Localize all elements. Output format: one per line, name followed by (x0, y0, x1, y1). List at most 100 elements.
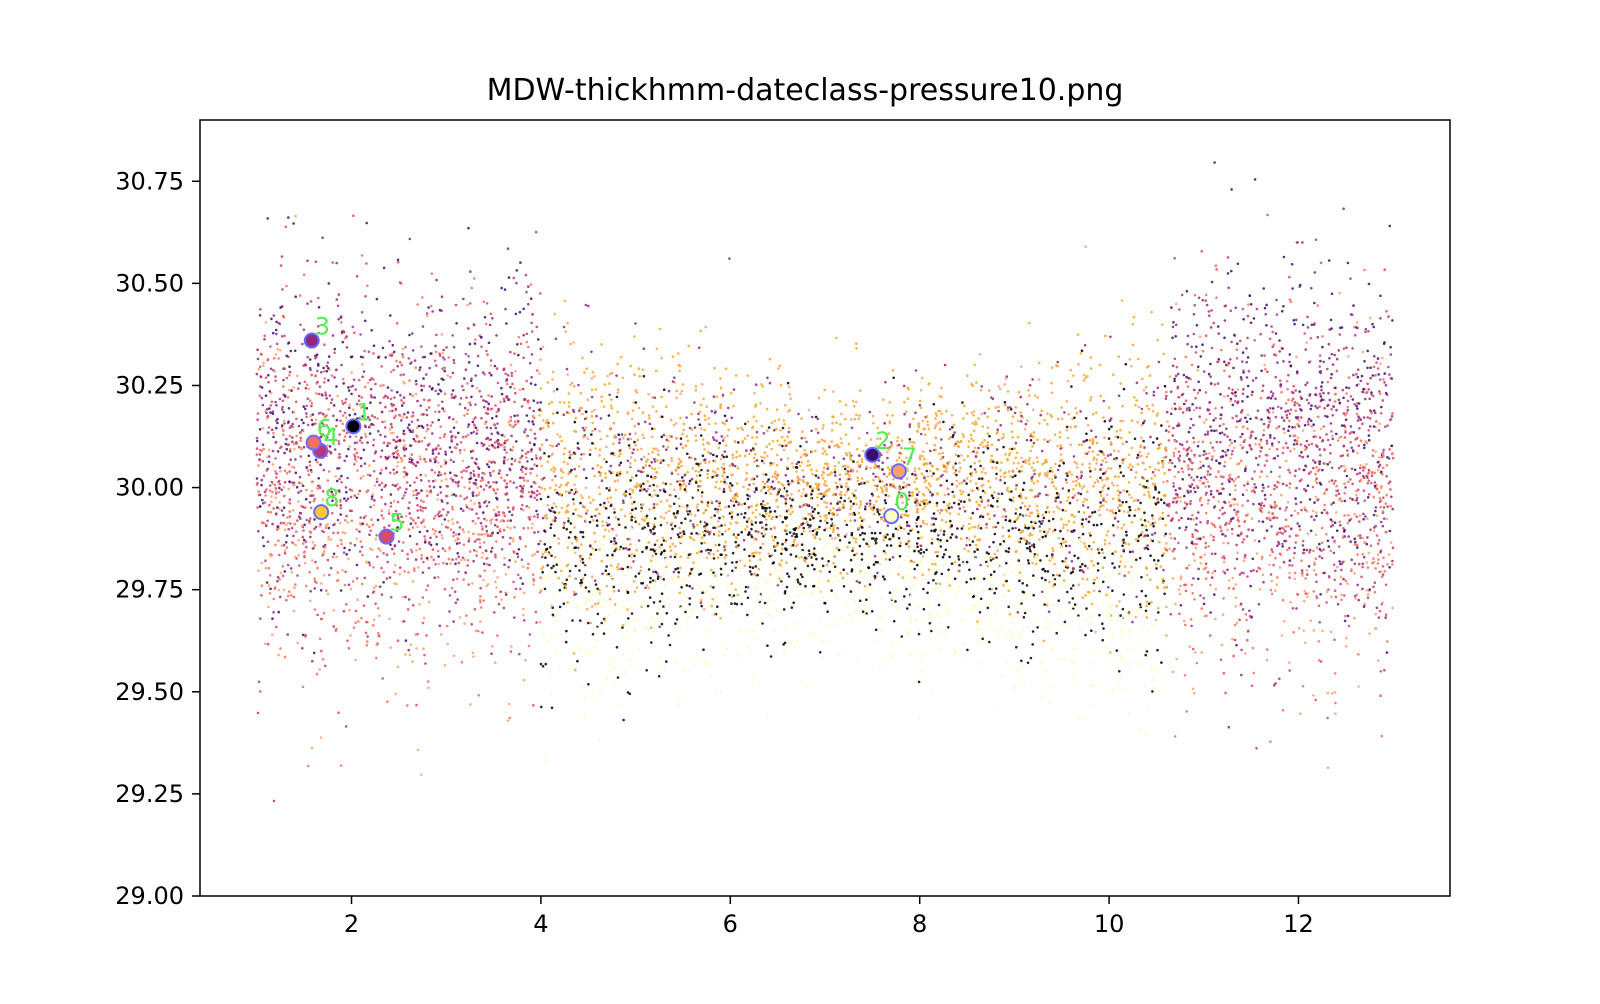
data-point (987, 604, 990, 607)
data-point (946, 463, 950, 466)
data-point (552, 470, 556, 473)
data-point (723, 450, 727, 453)
data-point (968, 543, 972, 547)
data-point (1102, 627, 1105, 630)
data-point (308, 521, 311, 525)
data-point (1051, 517, 1055, 521)
data-point (1318, 392, 1322, 396)
data-point (496, 634, 499, 637)
data-point (454, 436, 457, 439)
data-point (732, 504, 736, 507)
data-point (761, 605, 765, 609)
data-point (1117, 394, 1121, 398)
data-point (509, 536, 512, 540)
data-point (1127, 542, 1131, 546)
data-point (903, 400, 906, 404)
data-point (573, 526, 576, 529)
data-point (654, 570, 658, 574)
data-point (1288, 535, 1292, 538)
data-point (1285, 506, 1288, 509)
data-point (1146, 486, 1150, 490)
data-point (396, 500, 400, 504)
data-point (641, 411, 645, 414)
data-point (1113, 477, 1116, 481)
data-point (1008, 447, 1012, 451)
data-point (1356, 553, 1359, 556)
data-point (1326, 691, 1330, 695)
data-point (1252, 671, 1256, 675)
data-point (542, 419, 545, 422)
data-point (441, 547, 445, 550)
data-point (876, 508, 879, 511)
data-point (433, 532, 436, 536)
data-point (960, 619, 964, 622)
data-point (407, 648, 411, 652)
data-point (703, 414, 707, 418)
data-point (712, 438, 716, 442)
data-point (774, 535, 777, 539)
data-point (1241, 493, 1245, 497)
data-point (796, 639, 800, 642)
data-point (1031, 630, 1035, 633)
data-point (282, 485, 286, 489)
data-point (748, 495, 751, 498)
data-point (748, 565, 752, 569)
data-point (264, 559, 267, 562)
data-point (270, 633, 274, 636)
data-point (322, 468, 326, 472)
data-point (452, 426, 456, 430)
data-point (941, 456, 945, 459)
data-point (744, 630, 747, 634)
data-point (1299, 407, 1302, 411)
data-point (1323, 407, 1326, 410)
data-point (1121, 544, 1124, 548)
data-point (920, 472, 924, 476)
data-point (324, 391, 327, 395)
data-point (408, 512, 412, 515)
data-point (565, 527, 568, 531)
data-point (688, 603, 691, 606)
data-point (1382, 506, 1386, 509)
data-point (1073, 515, 1076, 518)
data-point (1047, 524, 1050, 528)
data-point (1306, 455, 1310, 458)
data-point (310, 401, 314, 405)
data-point (1040, 646, 1044, 649)
data-point (537, 542, 540, 546)
data-point (1030, 520, 1033, 524)
data-point (420, 489, 423, 492)
data-point (1200, 250, 1203, 253)
data-point (1108, 550, 1111, 553)
data-point (319, 411, 323, 415)
data-point (278, 348, 282, 352)
data-point (710, 409, 714, 413)
data-point (947, 506, 951, 510)
data-point (788, 531, 792, 534)
data-point (886, 524, 890, 527)
data-point (803, 436, 807, 440)
data-point (453, 446, 457, 449)
data-point (1155, 437, 1159, 440)
data-point (1143, 419, 1146, 423)
data-point (485, 437, 488, 441)
data-point (457, 561, 461, 565)
data-point (372, 459, 376, 463)
data-point (811, 415, 814, 419)
data-point (1185, 380, 1188, 384)
data-point (1146, 479, 1149, 483)
data-point (591, 594, 595, 598)
data-point (1234, 394, 1238, 398)
data-point (415, 647, 418, 650)
data-point (1108, 542, 1111, 545)
data-point (286, 521, 290, 525)
data-point (1289, 600, 1292, 604)
data-point (554, 488, 557, 492)
data-point (544, 525, 547, 528)
data-point (1298, 390, 1301, 393)
data-point (1178, 592, 1182, 596)
data-point (425, 634, 428, 637)
data-point (812, 527, 815, 530)
data-point (888, 537, 891, 541)
data-point (843, 467, 847, 471)
data-point (1156, 386, 1160, 390)
